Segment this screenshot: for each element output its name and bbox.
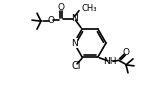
Text: NH: NH: [103, 57, 117, 66]
Text: O: O: [123, 48, 129, 57]
Text: O: O: [48, 16, 55, 25]
Text: N: N: [71, 39, 77, 48]
Text: CH₃: CH₃: [82, 4, 97, 13]
Text: O: O: [57, 3, 64, 12]
Text: Cl: Cl: [71, 61, 81, 71]
Text: N: N: [71, 14, 77, 23]
